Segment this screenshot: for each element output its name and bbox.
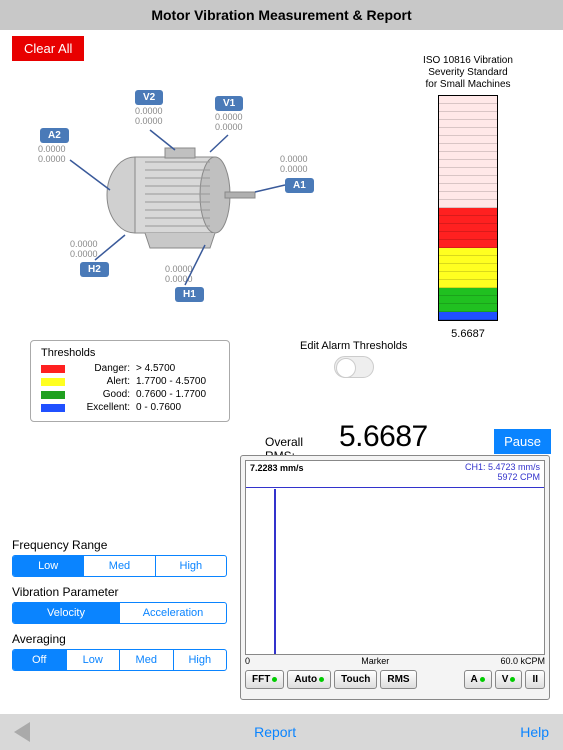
page-title: Motor Vibration Measurement & Report: [151, 7, 411, 23]
seg-option[interactable]: High: [156, 556, 226, 576]
freq-label: Frequency Range: [12, 538, 227, 552]
seg-option[interactable]: Med: [84, 556, 155, 576]
graph-pause-button[interactable]: II: [525, 670, 545, 689]
param-label: Vibration Parameter: [12, 585, 227, 599]
seg-option[interactable]: Acceleration: [120, 603, 226, 623]
touch-button[interactable]: Touch: [334, 670, 377, 689]
edit-alarm-label: Edit Alarm Thresholds: [300, 340, 407, 352]
motor-diagram: V2 0.00000.0000 V1 0.00000.0000 A2 0.000…: [10, 60, 350, 320]
severity-bar: [438, 95, 498, 321]
seg-option[interactable]: Velocity: [13, 603, 120, 623]
seg-option[interactable]: Med: [120, 650, 174, 670]
threshold-row: Excellent:0 - 0.7600: [41, 402, 219, 413]
avg-segment: OffLowMedHigh: [12, 649, 227, 671]
footer-bar: Report Help: [0, 714, 563, 750]
spectrum-graph: 7.2283 mm/s CH1: 5.4723 mm/s5972 CPM 0 M…: [240, 455, 550, 700]
rms-button[interactable]: RMS: [380, 670, 416, 689]
clear-all-button[interactable]: Clear All: [12, 36, 84, 61]
pointer-lines: [10, 60, 350, 320]
back-button[interactable]: [14, 722, 30, 742]
severity-title: ISO 10816 Vibration Severity Standard fo…: [403, 55, 533, 91]
graph-xaxis: 0 Marker 60.0 kCPM: [245, 656, 545, 666]
seg-option[interactable]: Low: [67, 650, 121, 670]
a-button[interactable]: A: [464, 670, 492, 689]
threshold-row: Alert:1.7700 - 4.5700: [41, 376, 219, 387]
help-link[interactable]: Help: [520, 724, 549, 740]
thresholds-panel: Thresholds Danger:> 4.5700 Alert:1.7700 -…: [30, 340, 230, 422]
graph-cursor-line: [246, 487, 544, 488]
seg-option[interactable]: Low: [13, 556, 84, 576]
fft-button[interactable]: FFT: [245, 670, 284, 689]
graph-canvas: 7.2283 mm/s CH1: 5.4723 mm/s5972 CPM: [245, 460, 545, 655]
freq-segment: LowMedHigh: [12, 555, 227, 577]
threshold-row: Danger:> 4.5700: [41, 363, 219, 374]
seg-option[interactable]: High: [174, 650, 227, 670]
edit-alarm-section: Edit Alarm Thresholds: [300, 340, 407, 378]
avg-label: Averaging: [12, 632, 227, 646]
thresholds-title: Thresholds: [41, 347, 219, 359]
edit-alarm-toggle[interactable]: [334, 356, 374, 378]
severity-scale: ISO 10816 Vibration Severity Standard fo…: [403, 55, 533, 340]
graph-ylabel: 7.2283 mm/s: [250, 463, 304, 473]
v-button[interactable]: V: [495, 670, 523, 689]
pause-button[interactable]: Pause: [494, 429, 551, 454]
app-header: Motor Vibration Measurement & Report: [0, 0, 563, 30]
graph-peak: [274, 489, 276, 654]
controls-panel: Frequency Range LowMedHigh Vibration Par…: [12, 530, 227, 671]
severity-value: 5.6687: [403, 328, 533, 340]
threshold-row: Good:0.7600 - 1.7700: [41, 389, 219, 400]
auto-button[interactable]: Auto: [287, 670, 331, 689]
graph-ch1-readout: CH1: 5.4723 mm/s5972 CPM: [465, 463, 540, 483]
param-segment: VelocityAcceleration: [12, 602, 227, 624]
seg-option[interactable]: Off: [13, 650, 67, 670]
report-link[interactable]: Report: [254, 724, 296, 740]
graph-buttons: FFT Auto Touch RMS A V II: [245, 670, 545, 689]
